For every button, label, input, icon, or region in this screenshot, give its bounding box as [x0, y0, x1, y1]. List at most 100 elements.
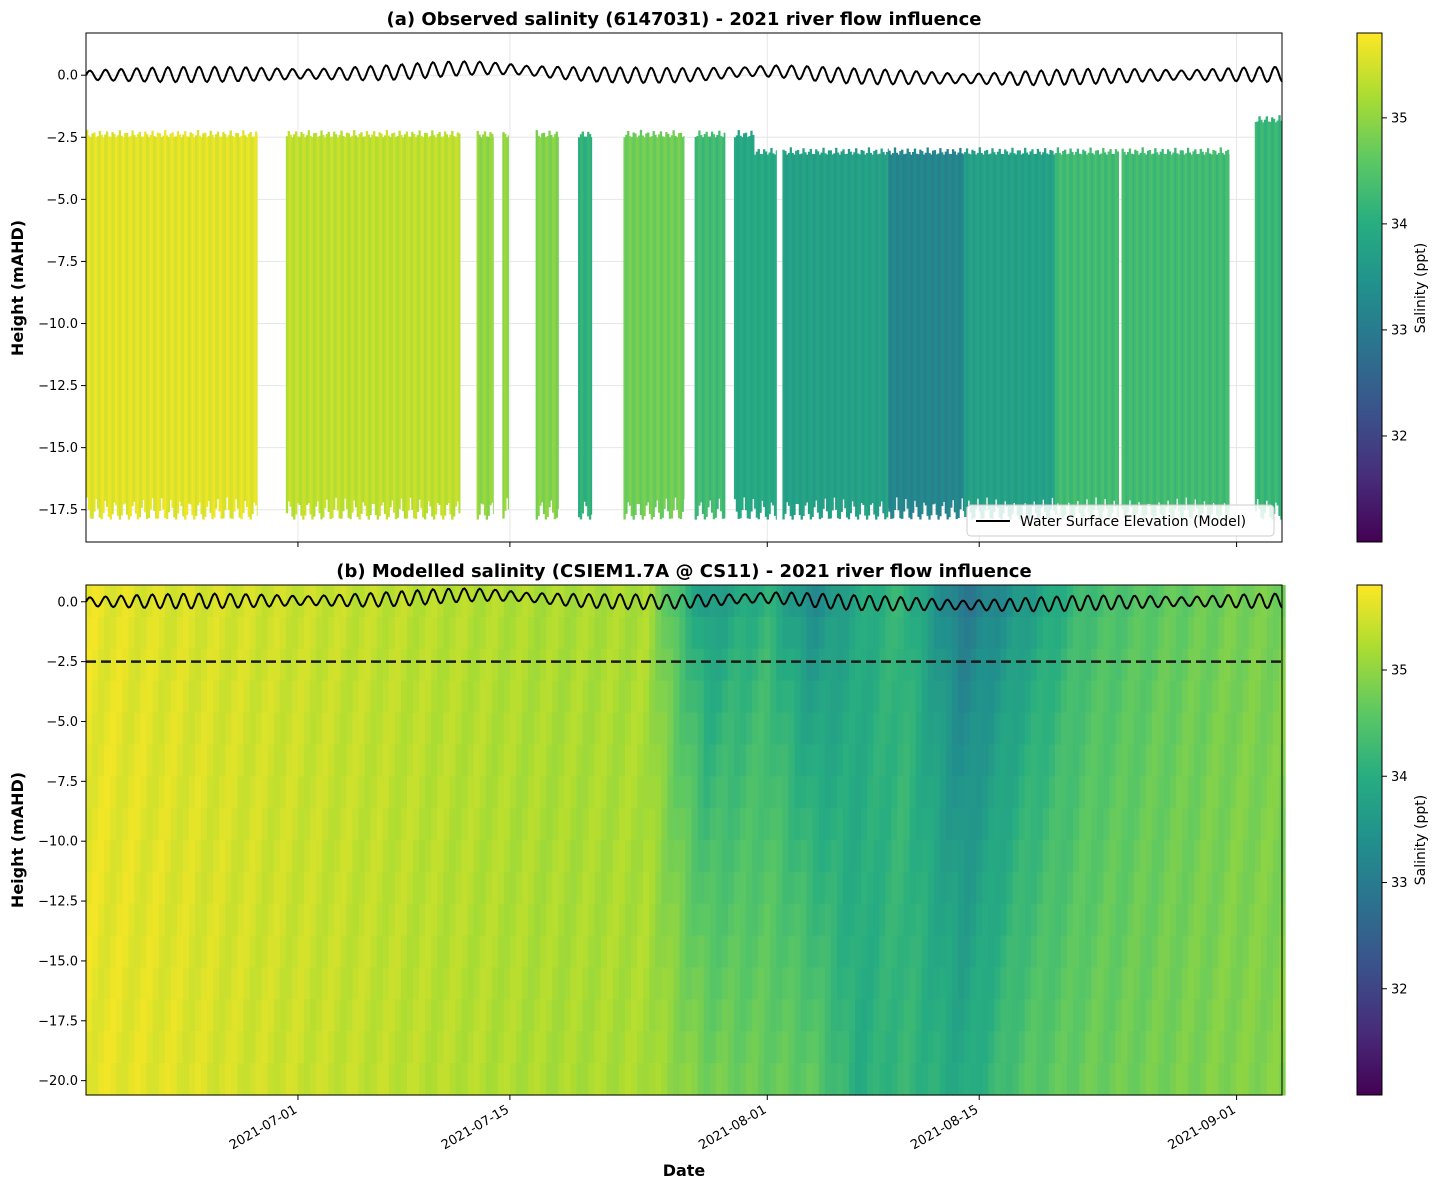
model-cell	[800, 967, 808, 1000]
model-cell	[140, 744, 148, 777]
model-cell	[691, 712, 699, 745]
model-cell	[201, 616, 208, 650]
model-cell	[225, 616, 232, 650]
obs-cell	[169, 133, 172, 501]
model-cell	[861, 648, 868, 682]
model-cell	[885, 935, 893, 969]
model-cell	[1218, 840, 1226, 873]
model-cell	[1151, 776, 1159, 809]
obs-cell	[491, 133, 494, 503]
model-cell	[951, 903, 959, 937]
obs-cell	[216, 131, 220, 500]
model-cell	[443, 967, 450, 1000]
model-cell	[515, 967, 523, 1000]
model-cell	[933, 871, 941, 905]
model-cell	[1242, 840, 1250, 873]
model-cell	[1145, 585, 1153, 618]
model-cell	[788, 903, 796, 937]
model-cell	[352, 712, 360, 745]
model-cell	[98, 1031, 105, 1064]
model-cell	[207, 648, 214, 682]
model-cell	[316, 999, 323, 1032]
model-cell	[497, 808, 505, 841]
obs-cell	[371, 134, 374, 505]
obs-cell	[842, 149, 845, 500]
model-cell	[958, 1063, 965, 1096]
model-cell	[146, 903, 154, 937]
model-cell	[485, 871, 493, 905]
model-cell	[1151, 585, 1159, 618]
obs-cell	[933, 150, 937, 504]
model-cell	[624, 903, 632, 937]
obs-cell	[921, 151, 924, 515]
model-cell	[697, 808, 705, 841]
model-cell	[1115, 999, 1123, 1032]
model-cell	[285, 680, 293, 714]
model-cell	[219, 967, 226, 1000]
model-cell	[1206, 1031, 1213, 1064]
obs-cell	[648, 136, 652, 514]
model-cell	[267, 967, 275, 1000]
model-cell	[806, 616, 814, 650]
model-cell	[1109, 840, 1117, 873]
model-cell	[98, 648, 105, 682]
model-cell	[497, 712, 505, 745]
obs-cell	[1256, 121, 1259, 499]
model-cell	[388, 616, 396, 650]
model-cell	[1054, 840, 1062, 873]
model-cell	[310, 776, 317, 809]
model-cell	[1272, 744, 1280, 777]
obs-cell	[1009, 152, 1012, 520]
obs-cell	[1146, 150, 1150, 504]
model-cell	[727, 871, 735, 905]
model-cell	[836, 776, 844, 809]
model-cell	[891, 1063, 899, 1096]
model-cell	[110, 648, 117, 682]
obs-cell	[394, 136, 398, 520]
model-cell	[782, 1063, 790, 1096]
model-cell	[1242, 648, 1250, 682]
model-cell	[546, 840, 553, 873]
model-cell	[1206, 1063, 1213, 1096]
model-cell	[207, 967, 214, 1000]
model-cell	[116, 776, 123, 809]
model-cell	[1054, 903, 1062, 937]
model-cell	[1260, 999, 1268, 1032]
model-cell	[104, 808, 111, 841]
model-cell	[249, 744, 257, 777]
model-cell	[1006, 840, 1014, 873]
model-cell	[1030, 585, 1038, 618]
model-cell	[1182, 903, 1189, 937]
model-cell	[606, 967, 614, 1000]
model-cell	[1121, 585, 1129, 618]
model-cell	[279, 585, 287, 618]
model-cell	[182, 680, 190, 714]
obs-cell	[434, 137, 438, 515]
model-cell	[988, 648, 995, 682]
model-cell	[479, 903, 487, 937]
model-cell	[643, 585, 650, 618]
model-cell	[824, 744, 832, 777]
obs-cell	[327, 131, 330, 512]
model-cell	[1109, 903, 1117, 937]
model-cell	[1036, 616, 1044, 650]
model-cell	[624, 744, 632, 777]
model-cell	[921, 680, 929, 714]
model-cell	[782, 616, 790, 650]
model-cell	[897, 903, 905, 937]
model-cell	[988, 776, 995, 809]
obs-cell	[735, 135, 739, 512]
model-cell	[201, 744, 208, 777]
model-cell	[140, 967, 148, 1000]
model-cell	[334, 585, 341, 618]
obs-cell	[402, 137, 405, 512]
model-cell	[1073, 840, 1080, 873]
model-cell	[213, 1031, 220, 1064]
model-cell	[310, 808, 317, 841]
model-cell	[195, 776, 202, 809]
model-cell	[788, 967, 796, 1000]
model-cell	[473, 903, 481, 937]
obs-cell	[418, 130, 421, 500]
model-cell	[1133, 967, 1141, 1000]
model-cell	[86, 808, 93, 841]
